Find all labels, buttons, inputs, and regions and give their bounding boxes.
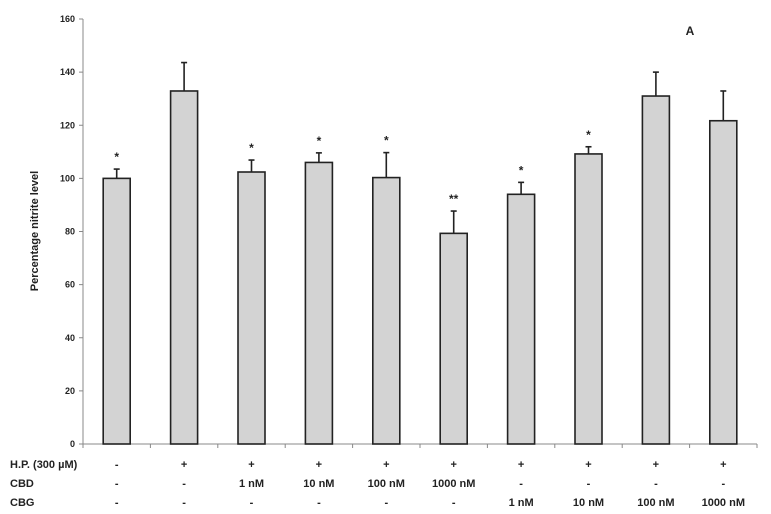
bar <box>304 161 334 445</box>
treatment-value: - <box>654 478 658 490</box>
treatment-value: + <box>450 459 456 471</box>
bar <box>371 176 401 445</box>
treatment-value: + <box>585 459 591 471</box>
treatment-value: 1 nM <box>509 497 534 509</box>
bar <box>708 119 738 445</box>
bar <box>574 153 603 445</box>
treatment-value: - <box>384 497 388 509</box>
treatment-value: - <box>115 497 119 509</box>
bar <box>237 171 266 445</box>
treatment-value: 1 nM <box>239 478 264 490</box>
treatment-value: - <box>519 478 523 490</box>
treatment-row-label: H.P. (300 µM) <box>10 459 78 471</box>
y-tick-label: 0 <box>70 439 75 449</box>
treatment-value: + <box>316 459 322 471</box>
panel-label: A <box>686 24 695 38</box>
treatment-value: - <box>115 459 119 471</box>
treatment-row-label: CBD <box>10 478 34 490</box>
bar <box>102 177 131 445</box>
significance-marker: * <box>317 134 322 148</box>
y-tick-label: 140 <box>60 67 75 77</box>
treatment-value: + <box>248 459 254 471</box>
bar <box>169 90 199 445</box>
y-tick-label: 20 <box>65 386 75 396</box>
significance-marker: * <box>114 150 119 164</box>
treatment-value: - <box>317 497 321 509</box>
bar <box>506 193 536 445</box>
y-axis-label: Percentage nitrite level <box>29 171 41 291</box>
treatment-value: 10 nM <box>573 497 604 509</box>
significance-marker: ** <box>449 192 459 206</box>
treatment-value: + <box>518 459 524 471</box>
bar <box>641 95 671 445</box>
y-tick-label: 40 <box>65 333 75 343</box>
treatment-value: - <box>182 478 186 490</box>
significance-marker: * <box>384 134 389 148</box>
treatment-value: - <box>587 478 591 490</box>
treatment-value: - <box>721 478 725 490</box>
y-tick-label: 60 <box>65 280 75 290</box>
y-tick-label: 80 <box>65 227 75 237</box>
y-tick-label: 160 <box>60 14 75 24</box>
treatment-value: + <box>383 459 389 471</box>
treatment-value: 100 nM <box>368 478 405 490</box>
significance-marker: * <box>519 163 524 177</box>
treatment-value: + <box>653 459 659 471</box>
treatment-value: 1000 nM <box>432 478 475 490</box>
treatment-value: - <box>115 478 119 490</box>
y-tick-label: 100 <box>60 173 75 183</box>
treatment-value: 1000 nM <box>702 497 745 509</box>
treatment-value: - <box>182 497 186 509</box>
bar <box>439 232 469 445</box>
treatment-value: + <box>181 459 187 471</box>
treatment-value: 10 nM <box>303 478 334 490</box>
treatment-value: + <box>720 459 726 471</box>
treatment-value: 100 nM <box>637 497 674 509</box>
treatment-row-label: CBG <box>10 497 34 509</box>
treatment-value: - <box>250 497 254 509</box>
y-tick-label: 120 <box>60 120 75 130</box>
significance-marker: * <box>586 128 591 142</box>
significance-marker: * <box>249 141 254 155</box>
treatment-value: - <box>452 497 456 509</box>
